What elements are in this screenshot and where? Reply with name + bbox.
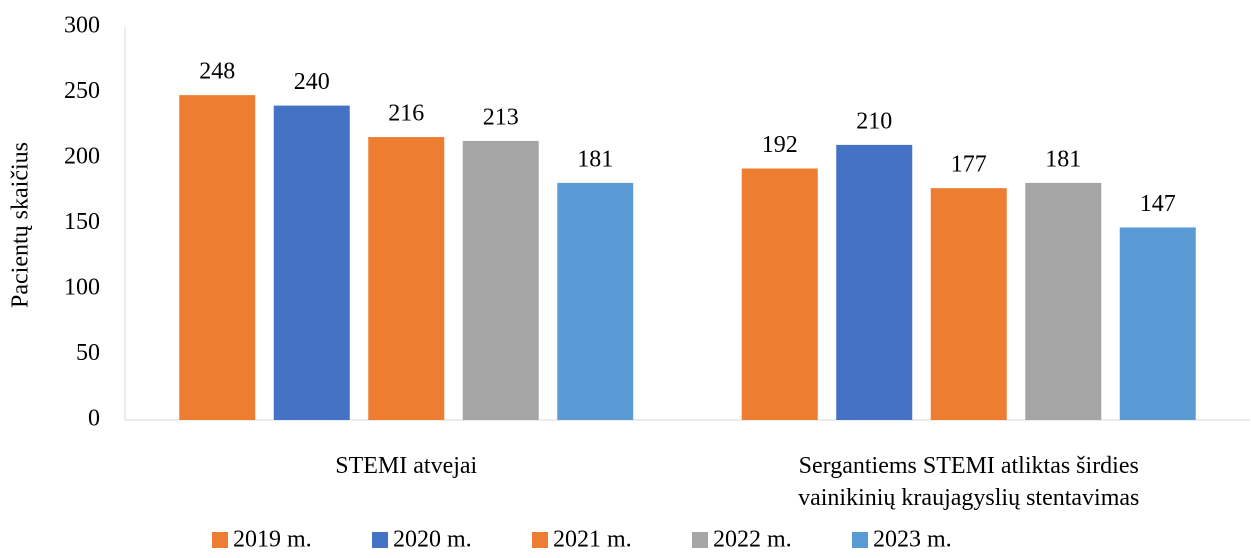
legend-label: 2020 m.	[393, 527, 472, 553]
bar	[368, 137, 445, 421]
data-label: 210	[856, 108, 892, 134]
bar	[273, 105, 350, 420]
data-label: 181	[1045, 146, 1081, 172]
bar	[462, 140, 539, 420]
legend-label: 2019 m.	[233, 527, 312, 553]
legend-label: 2022 m.	[713, 527, 792, 553]
x-tick-label: STEMI atvejai	[335, 453, 478, 479]
legend-swatch	[532, 532, 548, 548]
x-tick-label: Sergantiems STEMI atliktas širdies vaini…	[798, 453, 1140, 511]
bar	[930, 188, 1007, 420]
legend-swatch	[692, 532, 708, 548]
legend-label: 2023 m.	[873, 527, 952, 553]
bar	[557, 182, 634, 420]
legend-swatch	[212, 532, 228, 548]
data-label: 177	[951, 152, 987, 178]
bar	[1119, 227, 1196, 420]
legend-swatch	[372, 532, 388, 548]
y-tick-label: 200	[64, 144, 100, 170]
bar	[741, 168, 818, 420]
bar	[1025, 182, 1102, 420]
bar	[179, 95, 256, 421]
y-tick-label: 250	[64, 78, 100, 104]
data-label: 240	[294, 69, 330, 95]
data-label: 147	[1140, 191, 1176, 217]
y-tick-label: 0	[88, 406, 100, 432]
data-label: 248	[199, 59, 235, 85]
data-label: 213	[483, 104, 519, 130]
y-tick-label: 300	[64, 13, 100, 39]
legend-label: 2021 m.	[553, 527, 632, 553]
data-label: 216	[388, 101, 424, 127]
data-label: 181	[577, 146, 613, 172]
y-axis-title: Pacientų skaičius	[8, 142, 34, 308]
bar	[836, 144, 913, 420]
data-label: 192	[762, 132, 798, 158]
legend-swatch	[852, 532, 868, 548]
y-tick-label: 50	[76, 340, 100, 366]
y-tick-label: 100	[64, 275, 100, 301]
y-tick-label: 150	[64, 209, 100, 235]
